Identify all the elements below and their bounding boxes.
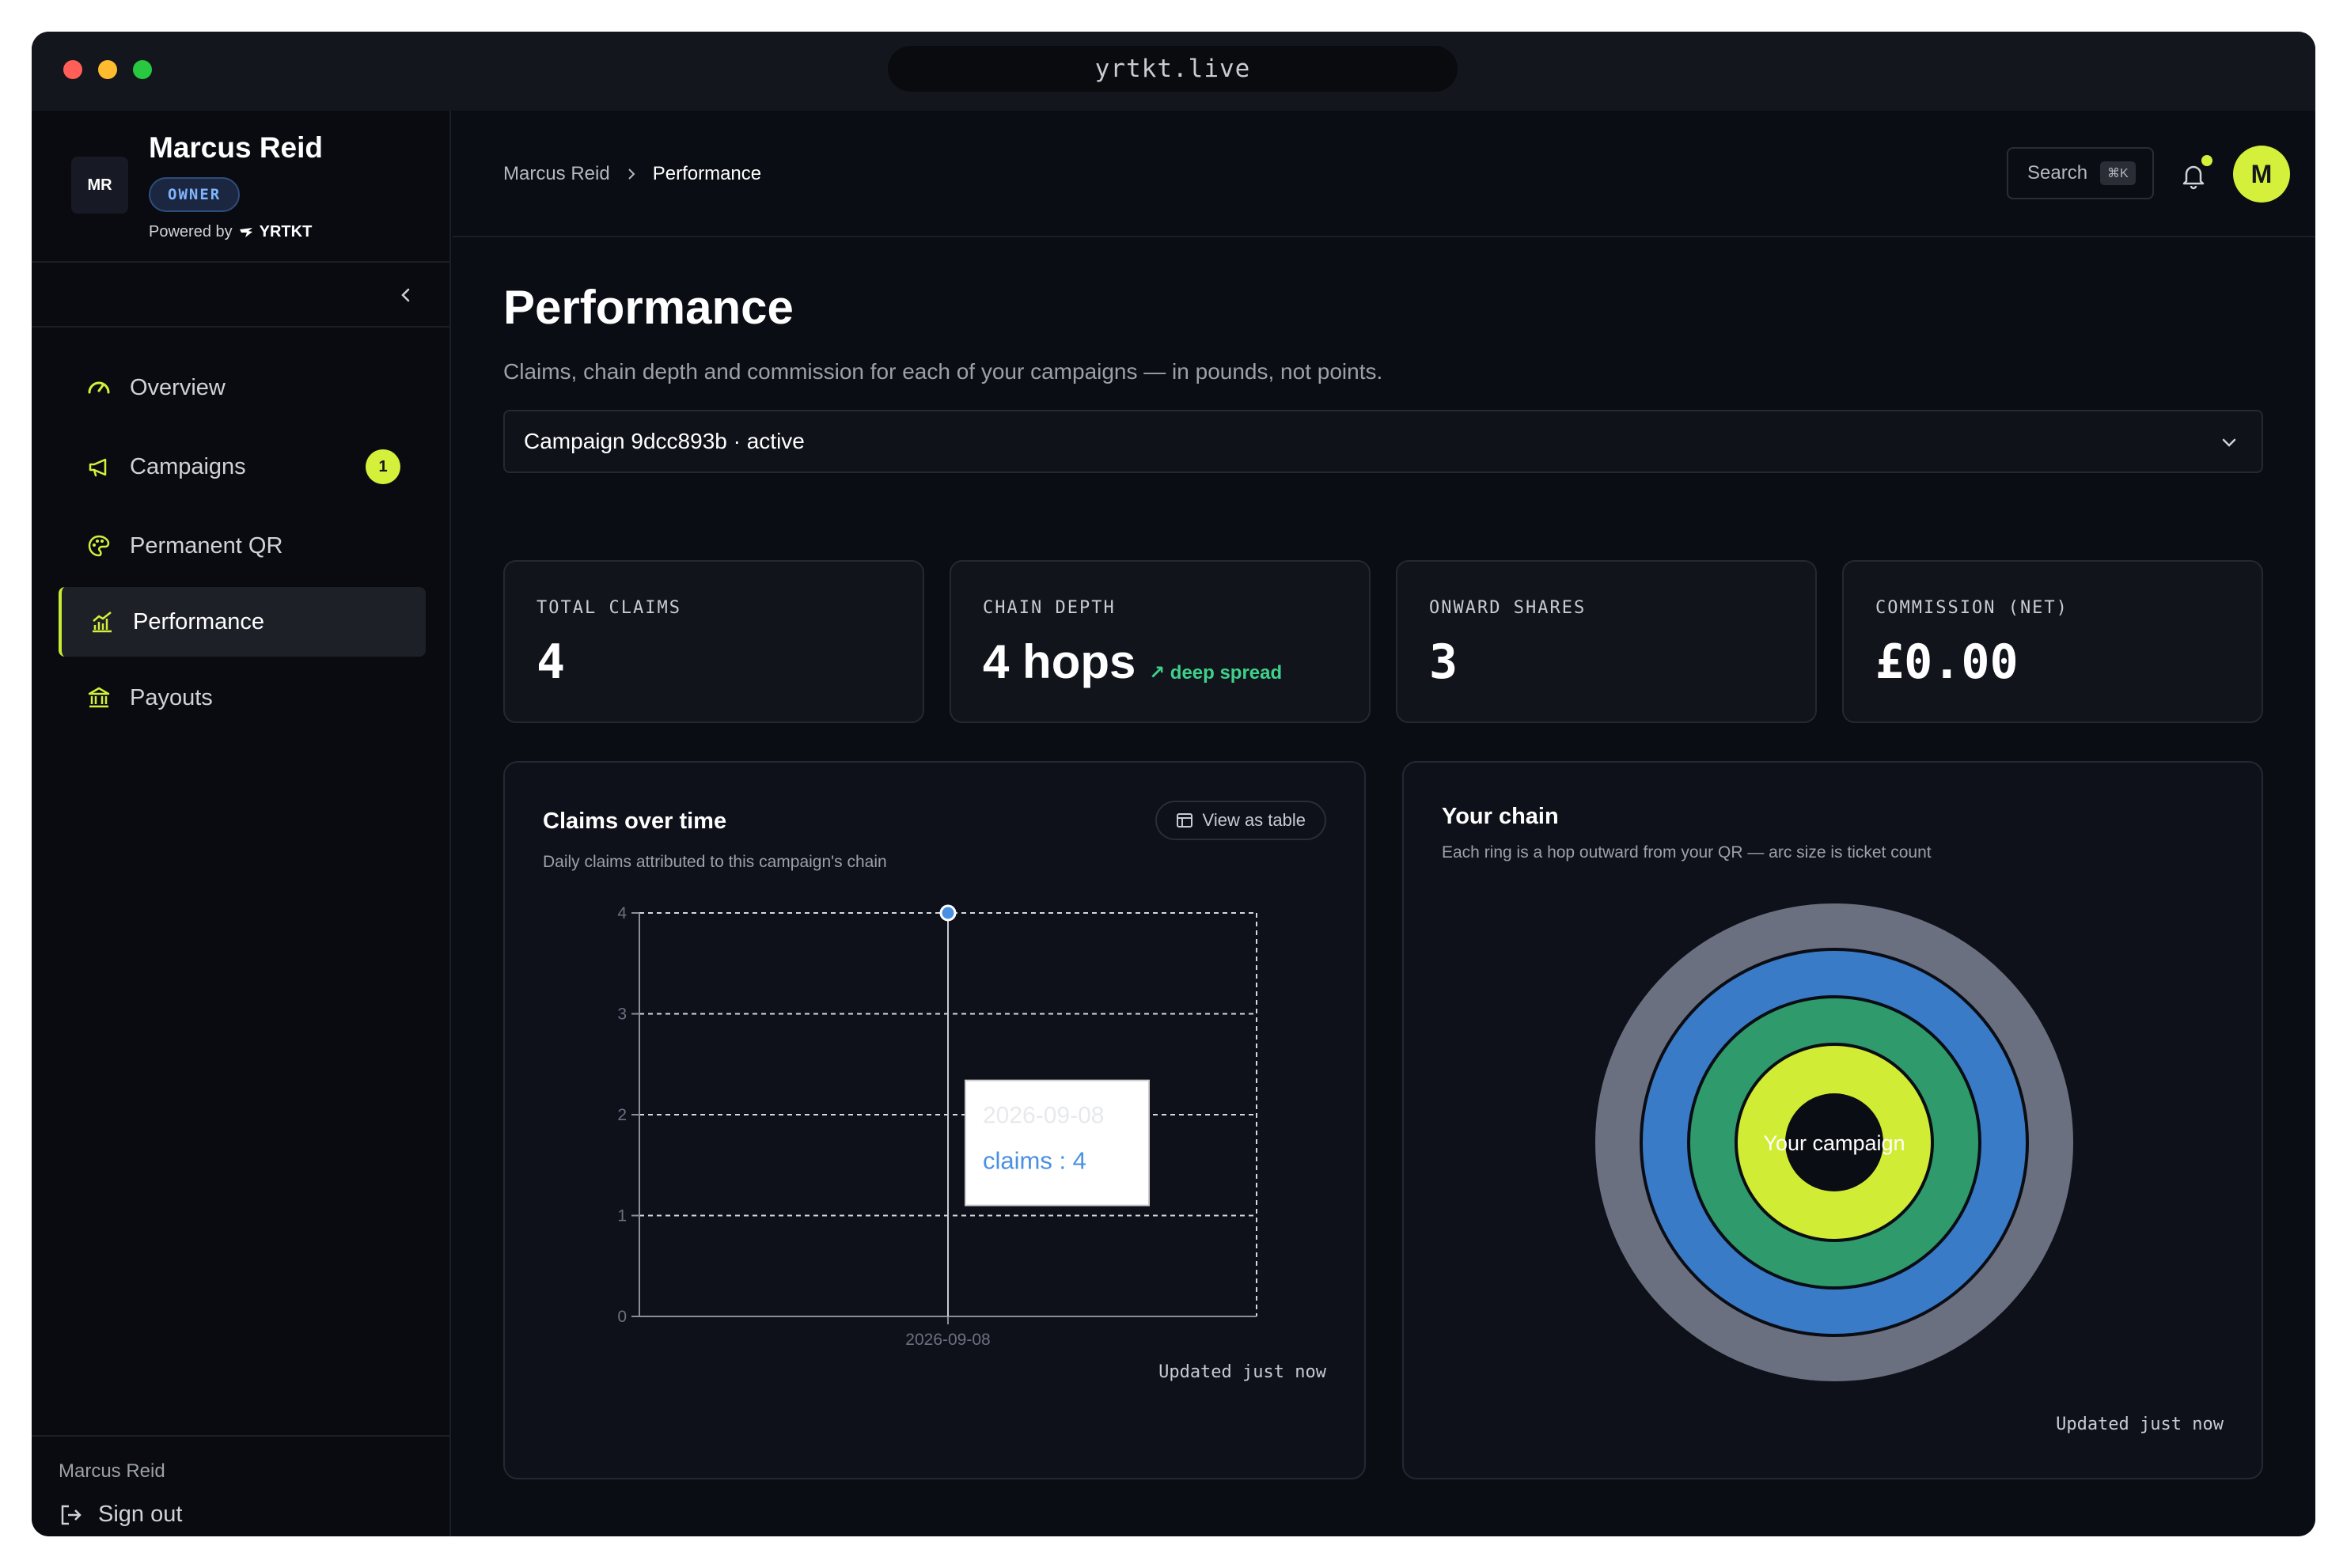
sidebar-item-label: Overview (130, 374, 226, 400)
y-tick-label: 1 (617, 1207, 627, 1225)
close-window-button[interactable] (63, 60, 82, 79)
search-button[interactable]: Search ⌘K (2007, 147, 2154, 199)
org-name: Marcus Reid (149, 131, 324, 164)
search-shortcut: ⌘K (2100, 161, 2136, 185)
page-subtitle: Claims, chain depth and commission for e… (503, 359, 1383, 384)
tooltip-date: 2026-09-08 (983, 1103, 1104, 1129)
kpi-onward-shares: ONWARD SHARES 3 (1396, 560, 1817, 723)
sidebar-item-performance[interactable]: Performance (59, 587, 426, 657)
bell-icon (2182, 165, 2205, 190)
page-title: Performance (503, 281, 794, 334)
gauge-icon (85, 374, 112, 401)
main-content: Marcus Reid Performance Search ⌘K M Perf… (453, 111, 2315, 1536)
chart-icon (89, 608, 116, 635)
view-as-table-button[interactable]: View as table (1155, 801, 1326, 840)
notifications-button[interactable] (2178, 160, 2209, 191)
search-label: Search (2027, 162, 2088, 184)
breadcrumb-current: Performance (652, 163, 762, 184)
brand-name: YRTKT (259, 223, 313, 241)
sign-out-icon (61, 1505, 82, 1524)
sidebar-item-label: Campaigns (130, 453, 246, 479)
card-subtitle: Daily claims attributed to this campaign… (543, 853, 887, 871)
chain-ring-chart: Your campaign (1592, 900, 2076, 1384)
chevron-down-icon (2222, 438, 2236, 447)
claims-line-chart: 0 1 2 3 4 2026-09-08 2026-09-08 claims : 4 (617, 904, 1257, 1349)
powered-by: Powered by YRTKT (149, 223, 312, 241)
kpi-commission: COMMISSION (NET) £0.00 (1842, 560, 2263, 723)
updated-timestamp: Updated just now (1158, 1362, 1326, 1382)
signed-in-user: Marcus Reid (59, 1460, 165, 1482)
kpi-label: TOTAL CLAIMS (537, 598, 681, 618)
tooltip (965, 1079, 1150, 1206)
card-title: Claims over time (543, 809, 727, 834)
kpi-total-claims: TOTAL CLAIMS 4 (503, 560, 924, 723)
sidebar-footer: Marcus Reid Sign out (32, 1435, 449, 1536)
kpi-value: £0.00 (1875, 634, 2019, 690)
kpi-value: 4 (537, 634, 566, 690)
sidebar-item-campaigns[interactable]: Campaigns 1 (59, 432, 426, 502)
collapse-sidebar-button[interactable] (394, 283, 418, 307)
sidebar-item-payouts[interactable]: Payouts (59, 663, 426, 733)
y-tick-label: 4 (617, 904, 627, 922)
ring-center (1785, 1093, 1883, 1191)
browser-window: yrtkt.live MR Marcus Reid OWNER Powered … (32, 32, 2315, 1536)
campaigns-count-badge: 1 (366, 449, 400, 484)
kpi-label: ONWARD SHARES (1429, 598, 1587, 618)
org-logo: MR (71, 157, 128, 214)
kpi-value: 4 hops (983, 635, 1136, 688)
palette-icon (85, 532, 112, 559)
y-tick-label: 2 (617, 1106, 627, 1124)
card-subtitle: Each ring is a hop outward from your QR … (1442, 843, 1932, 862)
sidebar: MR Marcus Reid OWNER Powered by YRTKT Ov… (32, 111, 451, 1536)
ring-center-label: Your campaign (1763, 1131, 1905, 1155)
card-title: Your chain (1442, 804, 1559, 829)
maximize-window-button[interactable] (133, 60, 152, 79)
claims-over-time-card: Claims over time Daily claims attributed… (503, 761, 1366, 1479)
avatar[interactable]: M (2233, 146, 2290, 203)
collapse-row (32, 263, 449, 328)
y-tick-label: 0 (617, 1308, 627, 1326)
address-bar[interactable]: yrtkt.live (888, 46, 1458, 92)
sidebar-item-label: Performance (133, 608, 265, 634)
sidebar-item-label: Payouts (130, 684, 213, 710)
minimize-window-button[interactable] (98, 60, 117, 79)
sign-out-button[interactable]: Sign out (59, 1502, 182, 1528)
sign-out-label: Sign out (98, 1502, 183, 1527)
powered-by-label: Powered by (149, 223, 233, 241)
kpi-label: COMMISSION (NET) (1875, 598, 2068, 618)
campaign-select[interactable]: Campaign 9dcc893b · active (503, 410, 2263, 473)
campaign-select-value: Campaign 9dcc893b · active (524, 429, 805, 453)
notification-dot (2201, 155, 2212, 166)
sidebar-item-overview[interactable]: Overview (59, 353, 426, 422)
table-icon (1176, 813, 1192, 828)
brand-icon (239, 227, 252, 237)
y-tick-label: 3 (617, 1006, 627, 1024)
tooltip-value: claims : 4 (983, 1147, 1086, 1175)
title-bar: yrtkt.live (32, 32, 2315, 111)
sidebar-header: MR Marcus Reid OWNER Powered by YRTKT (32, 111, 449, 263)
kpi-value: 3 (1429, 634, 1458, 690)
kpi-trend: ↗ deep spread (1149, 662, 1283, 684)
sidebar-item-permanent-qr[interactable]: Permanent QR (59, 511, 426, 581)
x-tick-label: 2026-09-08 (905, 1331, 990, 1349)
megaphone-icon (85, 453, 112, 480)
sidebar-item-label: Permanent QR (130, 532, 283, 559)
data-point (939, 904, 957, 922)
role-badge: OWNER (149, 177, 241, 212)
chevron-left-icon (401, 288, 410, 302)
bank-icon (85, 684, 112, 711)
breadcrumb: Marcus Reid Performance (503, 163, 761, 185)
top-bar: Marcus Reid Performance Search ⌘K M (453, 111, 2315, 237)
updated-timestamp: Updated just now (2056, 1415, 2224, 1434)
chevron-right-icon (628, 169, 635, 180)
breadcrumb-org[interactable]: Marcus Reid (503, 163, 610, 184)
your-chain-card: Your chain Each ring is a hop outward fr… (1402, 761, 2263, 1479)
view-as-table-label: View as table (1202, 810, 1306, 830)
kpi-label: CHAIN DEPTH (983, 598, 1116, 618)
kpi-chain-depth: CHAIN DEPTH 4 hops ↗ deep spread (950, 560, 1371, 723)
